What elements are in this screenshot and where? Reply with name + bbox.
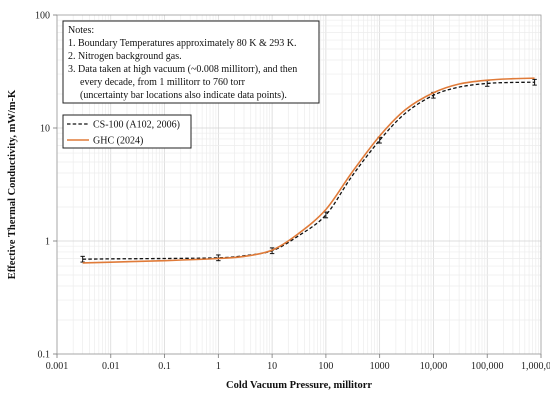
note-line: every decade, from 1 millitorr to 760 to… xyxy=(80,77,246,88)
legend: CS-100 (A102, 2006) GHC (2024) xyxy=(62,114,192,149)
notes-box: Notes: 1. Boundary Temperatures approxima… xyxy=(62,20,320,104)
tick-layer: 0.001 0.01 0.1 1 10 100 1000 10,000 100,000 1,000… xyxy=(35,11,550,373)
x-tick-label: 1 xyxy=(216,361,221,372)
legend-items: CS-100 (A102, 2006) GHC (2024) xyxy=(67,120,180,147)
notes-lines: Notes: 1. Boundary Temperatures approxima… xyxy=(68,25,297,101)
series-layer xyxy=(80,77,537,264)
legend-frame xyxy=(62,114,192,149)
note-line: (uncertainty bar locations also indicate… xyxy=(80,90,287,101)
y-tick-label: 10 xyxy=(40,124,50,135)
y-axis-title: Effective Thermal Conductivity, mW/m-K xyxy=(7,89,18,279)
y-tick-label: 0.1 xyxy=(38,350,51,361)
plot-frame xyxy=(56,14,542,355)
x-tick-label: 10 xyxy=(267,361,277,372)
x-tick-label: 10,000 xyxy=(420,361,448,372)
note-line: Notes: xyxy=(68,25,94,36)
x-tick-label: 100,000 xyxy=(471,361,504,372)
legend-label: CS-100 (A102, 2006) xyxy=(93,120,180,131)
series-line-1 xyxy=(82,77,535,264)
note-line: 3. Data taken at high vacuum (~0.008 mil… xyxy=(68,64,297,75)
series-line-0 xyxy=(82,81,535,260)
legend-label: GHC (2024) xyxy=(93,136,143,147)
y-tick-label: 1 xyxy=(45,237,50,248)
note-line: 2. Nitrogen background gas. xyxy=(68,51,182,62)
x-tick-label: 0.001 xyxy=(46,361,69,372)
x-tick-label: 1000 xyxy=(370,361,390,372)
x-tick-label: 0.1 xyxy=(158,361,171,372)
x-tick-label: 100 xyxy=(318,361,333,372)
x-tick-label: 0.01 xyxy=(102,361,120,372)
notes-frame xyxy=(62,20,320,104)
y-tick-label: 100 xyxy=(35,11,50,22)
x-axis-title: Cold Vacuum Pressure, millitorr xyxy=(226,380,372,391)
note-line: 1. Boundary Temperatures approximately 8… xyxy=(68,38,297,49)
x-tick-label: 1,000,000 xyxy=(521,361,550,372)
